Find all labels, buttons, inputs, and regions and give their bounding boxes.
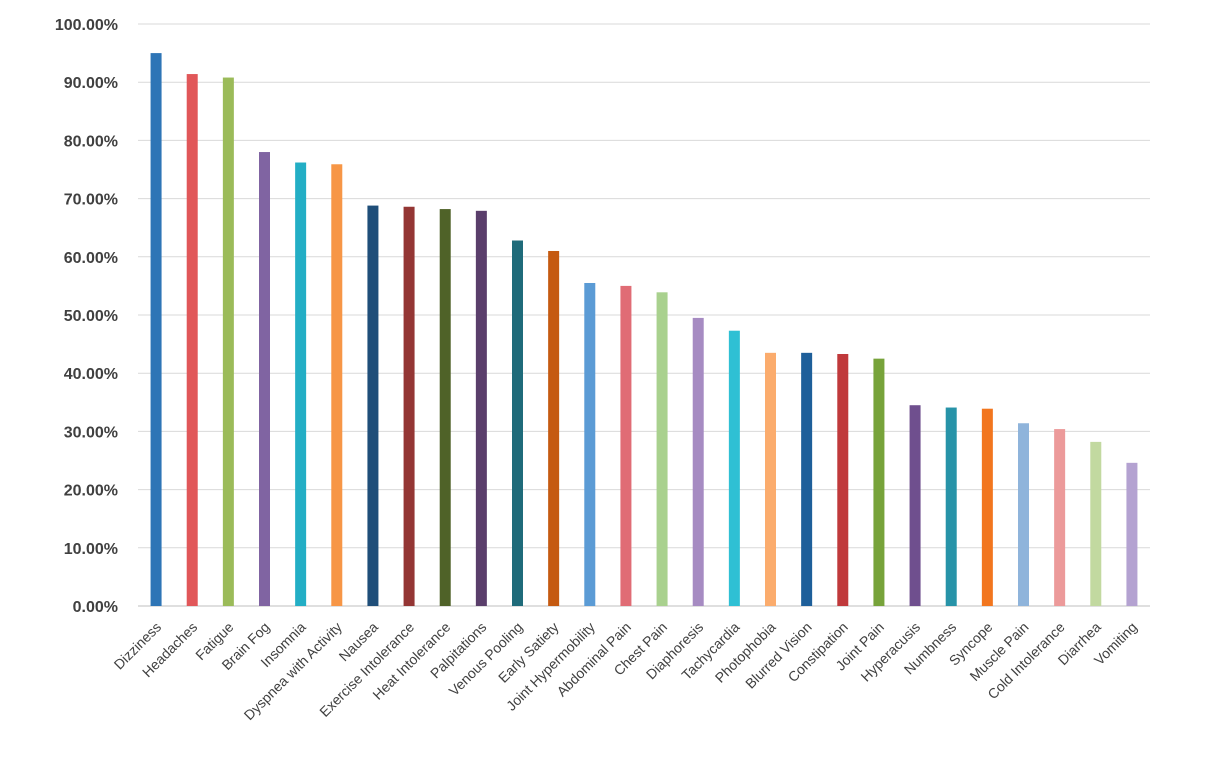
bar-venous-pooling <box>512 240 523 606</box>
bar-nausea <box>367 205 379 607</box>
bar-fatigue <box>222 77 234 606</box>
y-tick-label: 90.00% <box>64 75 118 92</box>
bar-constipation <box>837 353 849 606</box>
y-tick-label: 60.00% <box>64 250 118 267</box>
bar-syncope <box>981 408 993 606</box>
bar-palpitations <box>475 210 487 606</box>
y-tick-label: 10.00% <box>64 541 118 558</box>
y-tick-label: 40.00% <box>64 366 118 383</box>
y-tick-label: 80.00% <box>64 133 118 150</box>
y-tick-label: 20.00% <box>64 483 118 500</box>
y-tick-label: 70.00% <box>64 192 118 209</box>
bar-chest-pain <box>656 292 668 606</box>
bar-headaches <box>186 74 198 606</box>
bar-muscle-pain <box>1018 423 1029 606</box>
bar-heat-intolerance <box>439 209 451 607</box>
bar-insomnia <box>295 162 307 607</box>
bar-numbness <box>945 407 957 606</box>
bar-exercise-intolerance <box>403 206 415 607</box>
bar-abdominal-pain <box>620 285 632 606</box>
bar-joint-hypermobility <box>584 282 596 606</box>
bar-blurred-vision <box>801 352 813 606</box>
y-axis-ticks: 0.00% 10.00% 20.00% 30.00% 40.00% 50.00% 60.00… <box>55 17 118 616</box>
bar-early-satiety <box>548 250 560 607</box>
bar-dyspnea-with-activity <box>331 164 343 606</box>
bar-brain-fog <box>259 152 270 607</box>
bar-hyperacusis <box>909 405 921 606</box>
bar-joint-pain <box>873 358 885 606</box>
y-tick-label: 30.00% <box>64 424 118 441</box>
bar-vomiting <box>1126 462 1138 606</box>
y-tick-label: 0.00% <box>73 599 118 616</box>
bar-photophobia <box>765 352 776 606</box>
bar-diaphoresis <box>692 317 704 606</box>
bars <box>150 53 1138 607</box>
bar-dizziness <box>150 53 162 607</box>
y-tick-label: 50.00% <box>64 308 118 325</box>
bar-diarrhea <box>1090 441 1102 606</box>
bar-tachycardia <box>728 330 740 606</box>
y-tick-label: 100.00% <box>55 17 118 34</box>
gridlines <box>138 23 1150 607</box>
bar-cold-intolerance <box>1054 429 1066 606</box>
